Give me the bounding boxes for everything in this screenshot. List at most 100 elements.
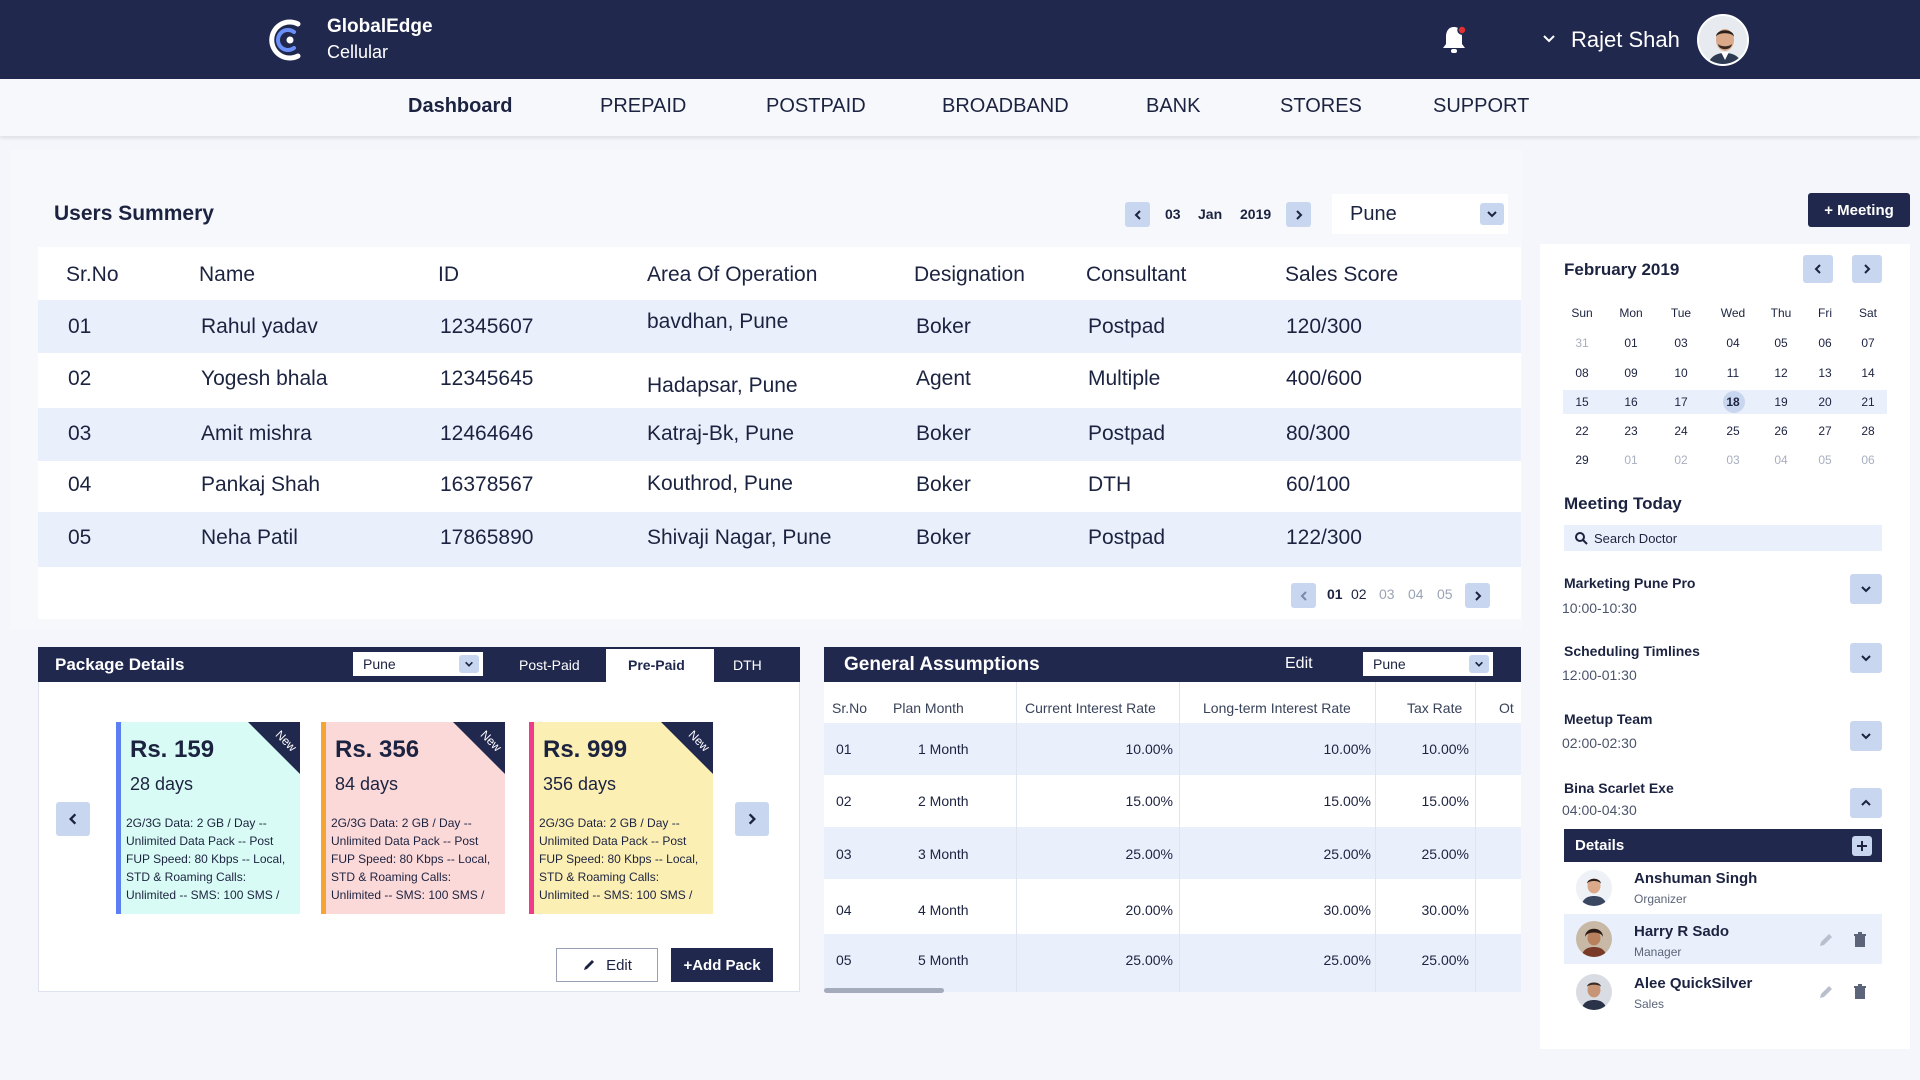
edit-package-button[interactable]: Edit (556, 948, 658, 982)
nav-bank[interactable]: BANK (1146, 95, 1201, 117)
calendar-day[interactable]: 02 (1674, 453, 1688, 467)
calendar-day[interactable]: 29 (1575, 453, 1589, 467)
date-prev-button[interactable] (1125, 202, 1150, 227)
package-card[interactable]: Rs. 999 356 days 2G/3G Data: 2 GB / Day … (529, 722, 713, 914)
calendar-day[interactable]: 27 (1818, 424, 1832, 438)
page-2[interactable]: 02 (1351, 586, 1367, 602)
calendar-day[interactable]: 17 (1674, 395, 1688, 409)
add-meeting-button[interactable]: + Meeting (1808, 193, 1910, 227)
calendar-day[interactable]: 21 (1861, 395, 1875, 409)
calendar-next-button[interactable] (1852, 255, 1882, 283)
calendar-day[interactable]: 07 (1861, 336, 1875, 350)
calendar-day[interactable]: 15 (1575, 395, 1589, 409)
table-row[interactable]: 02 Yogesh bhala 12345645 Hadapsar, Pune … (38, 353, 1521, 406)
page-next-button[interactable] (1465, 583, 1490, 608)
general-assumptions-edit[interactable]: Edit (1285, 655, 1313, 672)
notification-bell-icon[interactable] (1440, 24, 1468, 56)
calendar-day[interactable]: 24 (1674, 424, 1688, 438)
calendar-day[interactable]: 01 (1624, 336, 1638, 350)
calendar-day[interactable]: 26 (1774, 424, 1788, 438)
package-next-button[interactable] (735, 802, 769, 836)
nav-prepaid[interactable]: PREPAID (600, 95, 687, 117)
add-participant-button[interactable] (1852, 836, 1872, 856)
calendar-day[interactable]: 19 (1774, 395, 1788, 409)
calendar-day[interactable]: 28 (1861, 424, 1875, 438)
meeting-title[interactable]: Marketing Pune Pro (1564, 575, 1696, 591)
meeting-title[interactable]: Scheduling Timlines (1564, 643, 1700, 659)
page-3[interactable]: 03 (1379, 586, 1395, 602)
tab-dth[interactable]: DTH (733, 657, 762, 673)
calendar-day[interactable]: 01 (1624, 453, 1638, 467)
meeting-details-label: Details (1575, 837, 1625, 854)
calendar-day[interactable]: 04 (1774, 453, 1788, 467)
brand-logo-icon[interactable] (264, 16, 312, 64)
calendar-day[interactable]: 25 (1726, 424, 1740, 438)
calendar-day[interactable]: 04 (1726, 336, 1740, 350)
add-pack-button[interactable]: +Add Pack (671, 948, 773, 982)
nav-support[interactable]: SUPPORT (1433, 95, 1530, 117)
page-4[interactable]: 04 (1408, 586, 1424, 602)
horizontal-scrollbar[interactable] (824, 988, 944, 993)
meeting-title[interactable]: Meetup Team (1564, 711, 1653, 727)
table-row[interactable]: 01 Rahul yadav 12345607 bavdhan, Pune Bo… (38, 300, 1521, 353)
page-5[interactable]: 05 (1437, 586, 1453, 602)
meeting-expand-button[interactable] (1850, 643, 1882, 673)
calendar-day[interactable]: 14 (1861, 366, 1875, 380)
calendar-day[interactable]: 22 (1575, 424, 1589, 438)
calendar-day[interactable]: 06 (1861, 453, 1875, 467)
table-row[interactable]: 03 Amit mishra 12464646 Katraj-Bk, Pune … (38, 408, 1521, 461)
tab-pre-paid[interactable]: Pre-Paid (628, 657, 685, 673)
calendar-day[interactable]: 05 (1774, 336, 1788, 350)
meeting-expand-button[interactable] (1850, 574, 1882, 604)
table-row[interactable] (824, 934, 1521, 992)
search-doctor-input[interactable]: Search Doctor (1564, 525, 1882, 551)
calendar-day[interactable]: 05 (1818, 453, 1832, 467)
tab-post-paid[interactable]: Post-Paid (519, 657, 580, 673)
table-row[interactable] (824, 827, 1521, 879)
package-city-select[interactable]: Pune (353, 652, 483, 676)
nav-dashboard[interactable]: Dashboard (408, 95, 513, 117)
calendar-day[interactable]: 13 (1818, 366, 1832, 380)
calendar-day[interactable]: 03 (1726, 453, 1740, 467)
package-card[interactable]: Rs. 159 28 days 2G/3G Data: 2 GB / Day -… (116, 722, 300, 914)
calendar-day[interactable]: 16 (1624, 395, 1638, 409)
calendar-day[interactable]: 12 (1774, 366, 1788, 380)
package-prev-button[interactable] (56, 802, 90, 836)
calendar-day[interactable]: 03 (1674, 336, 1688, 350)
trash-icon[interactable] (1851, 931, 1869, 949)
nav-postpaid[interactable]: POSTPAID (766, 95, 866, 117)
summary-city-select[interactable]: Pune (1332, 194, 1508, 234)
calendar-day[interactable]: 08 (1575, 366, 1589, 380)
meeting-expand-button[interactable] (1850, 721, 1882, 751)
calendar-day[interactable]: 31 (1575, 336, 1589, 350)
calendar-day[interactable]: 23 (1624, 424, 1638, 438)
table-row[interactable] (824, 723, 1521, 775)
user-name[interactable]: Rajet Shah (1571, 27, 1680, 52)
nav-stores[interactable]: STORES (1280, 95, 1362, 117)
calendar-day[interactable]: 10 (1674, 366, 1688, 380)
table-row[interactable]: 05 Neha Patil 17865890 Shivaji Nagar, Pu… (38, 512, 1521, 567)
calendar-prev-button[interactable] (1803, 255, 1833, 283)
package-card[interactable]: Rs. 356 84 days 2G/3G Data: 2 GB / Day -… (321, 722, 505, 914)
user-menu-chevron-icon[interactable] (1540, 30, 1558, 48)
date-next-button[interactable] (1286, 202, 1311, 227)
pencil-icon[interactable] (1817, 983, 1835, 1001)
new-ribbon: New (453, 722, 505, 774)
page-prev-button[interactable] (1291, 583, 1316, 608)
calendar-day[interactable]: 18 (1726, 395, 1740, 409)
user-avatar[interactable] (1697, 14, 1749, 66)
chevron-right-icon (1474, 590, 1481, 601)
page-1[interactable]: 01 (1327, 586, 1343, 602)
pencil-icon[interactable] (1817, 931, 1835, 949)
assumptions-city-select[interactable]: Pune (1363, 652, 1493, 676)
meeting-today-title: Meeting Today (1564, 494, 1682, 513)
calendar-day[interactable]: 20 (1818, 395, 1832, 409)
calendar-day[interactable]: 09 (1624, 366, 1638, 380)
meeting-title[interactable]: Bina Scarlet Exe (1564, 780, 1674, 796)
calendar-day[interactable]: 06 (1818, 336, 1832, 350)
calendar-day[interactable]: 11 (1726, 366, 1740, 380)
table-row[interactable]: 04 Pankaj Shah 16378567 Kouthrod, Pune B… (38, 461, 1521, 514)
meeting-collapse-button[interactable] (1850, 788, 1882, 818)
nav-broadband[interactable]: BROADBAND (942, 95, 1069, 117)
trash-icon[interactable] (1851, 983, 1869, 1001)
